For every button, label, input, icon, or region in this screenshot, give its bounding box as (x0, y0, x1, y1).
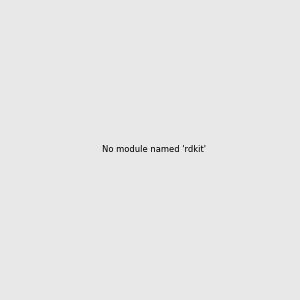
Text: No module named 'rdkit': No module named 'rdkit' (102, 145, 206, 154)
